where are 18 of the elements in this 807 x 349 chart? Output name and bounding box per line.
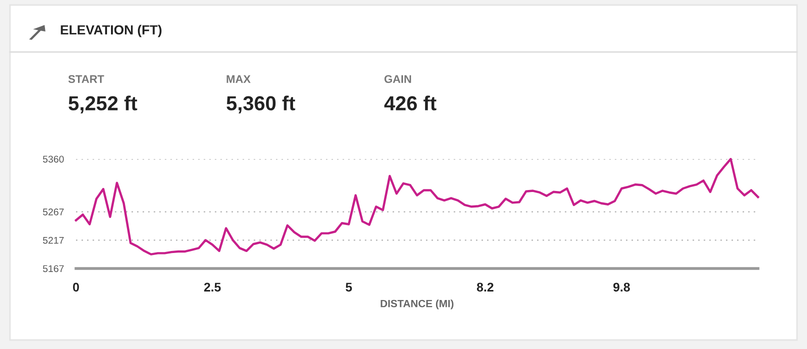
chart-title: ELEVATION (FT) (60, 24, 162, 38)
text: 5,252 ft (68, 96, 138, 114)
x-tick-label: 9.8 (613, 282, 630, 292)
x-tick-label: 5 (346, 282, 352, 292)
text: MAX (226, 75, 251, 83)
x-tick-label: 2.5 (204, 282, 221, 292)
x-tick-label: 8.2 (476, 282, 494, 292)
text: START (68, 75, 104, 83)
y-tick-label: 5217 (42, 236, 64, 244)
text: 5,360 ft (226, 96, 296, 114)
y-tick-label: 5360 (42, 156, 64, 163)
x-axis-title: DISTANCE (MI) (380, 300, 454, 310)
text: GAIN (384, 75, 412, 83)
y-tick-label: 5167 (42, 265, 64, 272)
y-tick-label: 5267 (42, 208, 64, 216)
line-series (74, 158, 760, 256)
x-tick-label: 0 (73, 282, 79, 292)
text: 426 ft (384, 96, 436, 110)
